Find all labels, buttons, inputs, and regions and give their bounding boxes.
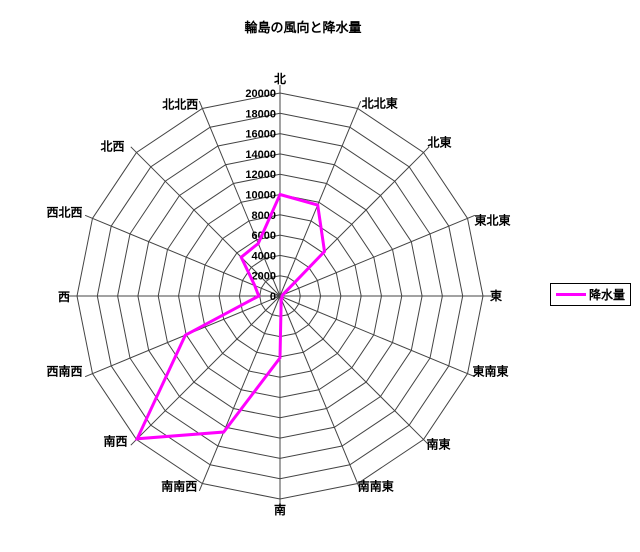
tick-label: 0 — [270, 291, 276, 303]
tick-label: 14000 — [245, 149, 276, 161]
tick-label: 12000 — [245, 169, 276, 181]
tick-label: 18000 — [245, 108, 276, 120]
legend-box: 降水量 — [550, 283, 631, 306]
legend-series-label: 降水量 — [589, 288, 626, 302]
spoke-line — [130, 146, 281, 297]
spoke-line — [198, 295, 281, 492]
tick-label: 20000 — [245, 88, 276, 100]
spoke-line — [198, 100, 281, 297]
tick-label: 4000 — [252, 250, 276, 262]
data-series-polygon — [134, 192, 327, 441]
category-label: 北 — [274, 71, 286, 86]
category-label: 西 — [58, 290, 70, 304]
category-label: 北北西 — [162, 97, 198, 112]
spoke-line — [279, 295, 476, 378]
category-label: 南東 — [427, 437, 451, 452]
category-label: 東 — [490, 288, 502, 303]
spoke-line — [279, 100, 362, 297]
spoke-line — [279, 295, 430, 446]
tick-label: 6000 — [252, 230, 276, 242]
legend-line-swatch — [556, 293, 586, 296]
tick-label: 16000 — [245, 129, 276, 141]
spoke-line — [84, 295, 281, 378]
chart-title: 輪島の風向と降水量 — [244, 20, 362, 35]
spoke-line — [279, 295, 362, 492]
category-label: 東南東 — [473, 364, 509, 379]
tick-label: 2000 — [252, 271, 276, 283]
spoke-line — [130, 295, 281, 446]
spoke-line — [84, 214, 281, 297]
category-label: 北北東 — [362, 96, 398, 111]
category-label: 東北東 — [475, 212, 511, 227]
category-label: 西北西 — [46, 204, 82, 219]
category-label: 南 — [274, 502, 286, 517]
category-label: 南西 — [103, 434, 127, 449]
category-label: 西南西 — [46, 364, 82, 379]
category-label: 南南西 — [161, 479, 197, 494]
category-label: 南南東 — [358, 479, 394, 494]
spoke-line — [279, 214, 476, 297]
category-label: 北東 — [428, 135, 452, 150]
tick-label: 10000 — [245, 190, 276, 202]
category-label: 北西 — [100, 139, 124, 154]
